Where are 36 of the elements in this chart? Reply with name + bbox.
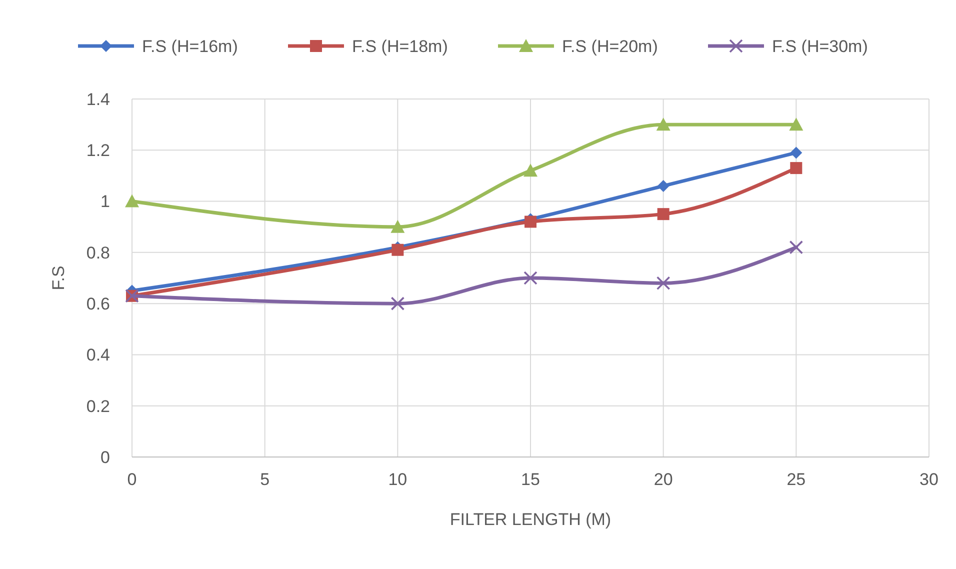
y-tick-label: 1.4 bbox=[86, 90, 110, 109]
x-tick-label: 15 bbox=[521, 470, 540, 489]
point bbox=[656, 276, 670, 290]
x-tick-label: 20 bbox=[654, 470, 673, 489]
y-tick-label: 1 bbox=[100, 192, 110, 212]
point bbox=[657, 208, 670, 220]
point bbox=[790, 162, 802, 174]
legend-label: F.S (H=18m) bbox=[352, 36, 448, 56]
point bbox=[524, 271, 538, 285]
point bbox=[392, 244, 404, 256]
y-axis-title: F.S bbox=[49, 266, 68, 290]
point bbox=[790, 146, 802, 159]
legend-label: F.S (H=16m) bbox=[142, 36, 238, 56]
legend-label: F.S (H=20m) bbox=[562, 36, 658, 56]
x-tick-label: 30 bbox=[920, 470, 938, 489]
y-tick-label: 0.4 bbox=[86, 346, 110, 365]
x-tick-label: 25 bbox=[786, 470, 806, 489]
x-tick-label: 0 bbox=[127, 470, 137, 489]
point bbox=[524, 164, 538, 177]
y-tick-label: 0.6 bbox=[86, 294, 110, 314]
point bbox=[390, 296, 405, 310]
y-tick-label: 0.2 bbox=[86, 396, 110, 416]
point bbox=[789, 118, 804, 131]
point bbox=[524, 216, 536, 228]
x-axis-title: FILTER LENGTH (M) bbox=[450, 510, 612, 529]
y-tick-label: 1.2 bbox=[86, 141, 110, 160]
legend-label: F.S (H=30m) bbox=[772, 36, 868, 56]
point bbox=[125, 194, 139, 208]
x-tick-label: 5 bbox=[260, 470, 270, 489]
point bbox=[789, 240, 804, 254]
point bbox=[656, 118, 670, 131]
point bbox=[657, 180, 670, 192]
y-tick-label: 0.8 bbox=[86, 243, 110, 262]
x-tick-label: 10 bbox=[388, 470, 408, 489]
point bbox=[390, 220, 405, 233]
y-tick-label: 0 bbox=[100, 448, 110, 467]
